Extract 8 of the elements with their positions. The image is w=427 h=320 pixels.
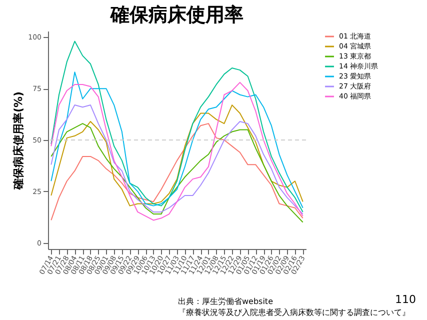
line-series <box>50 72 304 208</box>
line-series <box>50 82 304 221</box>
text: 『療養状況等及び入院患者受入病床数等に関する調査について』 <box>178 307 410 318</box>
y-axis-title: 確保病床使用率(%) <box>12 91 26 191</box>
text: 110 <box>395 293 416 306</box>
chart-title: 確保病床使用率 <box>110 4 244 26</box>
source-note: 出典：厚生労働省website <box>178 296 273 307</box>
line-series <box>50 40 304 212</box>
